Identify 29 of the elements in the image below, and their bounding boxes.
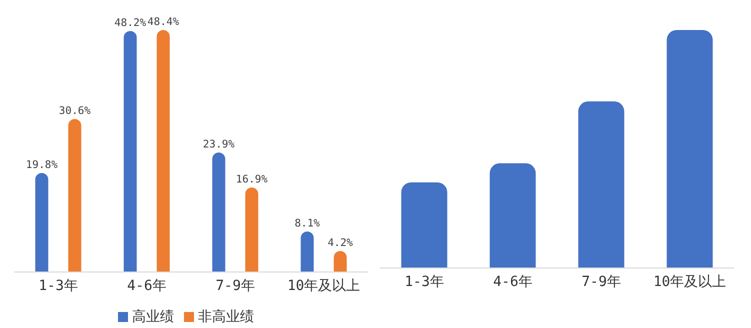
bar — [578, 101, 624, 268]
data-label: 8.1% — [294, 218, 321, 230]
bar — [212, 152, 226, 272]
data-label: 19.8% — [26, 159, 58, 171]
data-label: 30.6% — [58, 105, 92, 117]
data-label: 4.2% — [328, 237, 354, 249]
bar — [490, 163, 536, 268]
bar — [68, 119, 82, 272]
x-tick-label: 4-6年 — [127, 278, 166, 294]
bar — [666, 30, 713, 268]
data-label: 48.4% — [147, 16, 180, 28]
legend-label: 非高业绩 — [198, 309, 254, 325]
bar — [156, 30, 170, 272]
x-tick-label: 7-9年 — [582, 274, 621, 290]
x-tick-label: 1-3年 — [38, 278, 78, 294]
bar — [401, 182, 448, 268]
x-tick-label: 1-3年 — [404, 274, 444, 290]
x-tick-label: 4-6年 — [493, 274, 532, 290]
legend-label: 高业绩 — [132, 309, 174, 325]
bar — [35, 173, 48, 272]
x-tick-label: 10年及以上 — [653, 274, 726, 290]
data-label: 48.2% — [114, 17, 147, 29]
bar — [245, 188, 258, 272]
x-tick-label: 7-9年 — [216, 278, 255, 294]
bar — [124, 31, 137, 272]
x-tick-label: 10年及以上 — [287, 278, 360, 294]
data-label: 16.9% — [236, 174, 268, 186]
data-label: 23.9% — [202, 138, 236, 150]
bar — [300, 232, 314, 272]
